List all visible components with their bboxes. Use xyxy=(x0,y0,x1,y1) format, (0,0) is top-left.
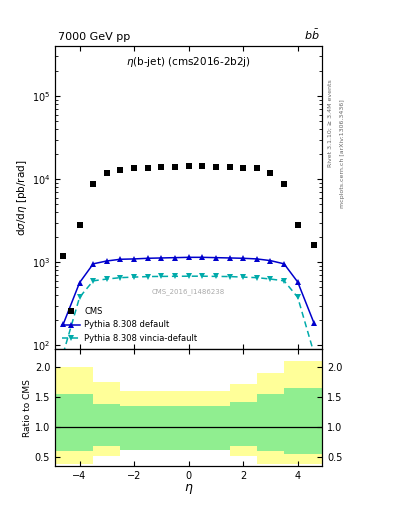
Text: $b\bar{b}$: $b\bar{b}$ xyxy=(304,27,320,41)
X-axis label: $\eta$: $\eta$ xyxy=(184,482,193,496)
Text: CMS_2016_I1486238: CMS_2016_I1486238 xyxy=(152,288,225,295)
Text: Rivet 3.1.10; ≥ 3.4M events: Rivet 3.1.10; ≥ 3.4M events xyxy=(328,79,333,167)
Legend: CMS, Pythia 8.308 default, Pythia 8.308 vincia-default: CMS, Pythia 8.308 default, Pythia 8.308 … xyxy=(59,305,200,345)
Text: 7000 GeV pp: 7000 GeV pp xyxy=(58,32,130,41)
Text: $\eta$(b-jet) (cms2016-2b2j): $\eta$(b-jet) (cms2016-2b2j) xyxy=(126,55,251,69)
Y-axis label: Ratio to CMS: Ratio to CMS xyxy=(23,379,32,437)
Y-axis label: d$\sigma$/d$\eta$ [pb/rad]: d$\sigma$/d$\eta$ [pb/rad] xyxy=(15,160,29,236)
Text: mcplots.cern.ch [arXiv:1306.3436]: mcplots.cern.ch [arXiv:1306.3436] xyxy=(340,99,345,208)
